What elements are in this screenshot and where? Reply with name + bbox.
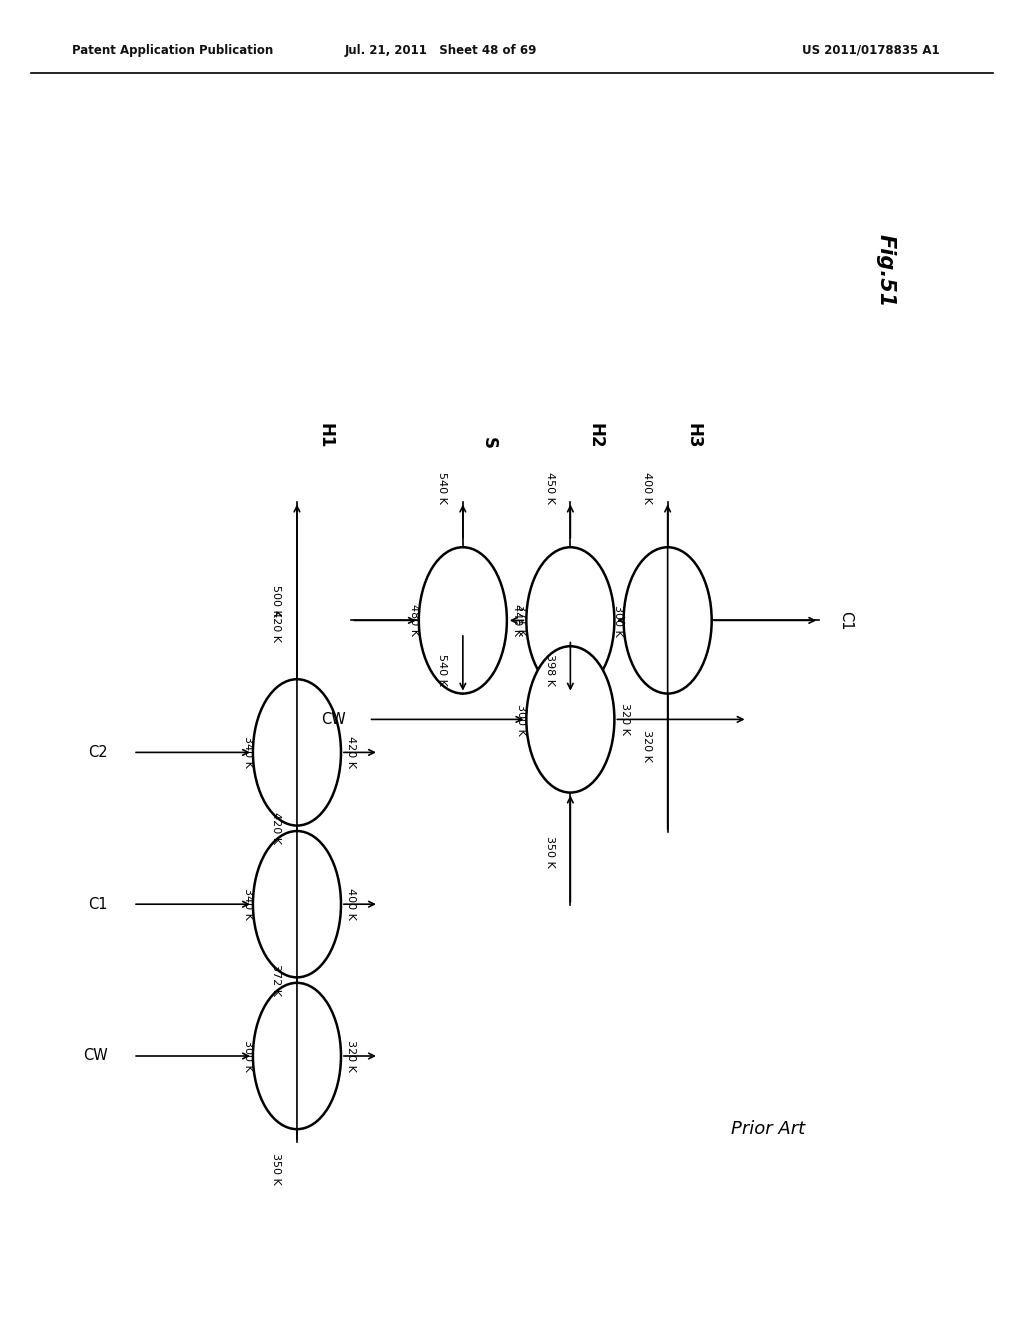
Text: H1: H1: [316, 424, 335, 449]
Text: 450 K: 450 K: [545, 471, 555, 504]
Text: 480 K: 480 K: [409, 605, 419, 636]
Text: Prior Art: Prior Art: [731, 1119, 805, 1138]
Text: 500 K: 500 K: [271, 585, 282, 616]
Text: Patent Application Publication: Patent Application Publication: [72, 44, 273, 57]
Text: 320 K: 320 K: [620, 704, 630, 735]
Text: 350 K: 350 K: [545, 836, 555, 867]
Text: S: S: [479, 437, 498, 449]
Text: 420 K: 420 K: [271, 610, 282, 643]
Text: 300 K: 300 K: [243, 1040, 253, 1072]
Text: 420 K: 420 K: [271, 812, 282, 845]
Text: 350 K: 350 K: [271, 1152, 282, 1184]
Text: 300 K: 300 K: [613, 605, 624, 636]
Ellipse shape: [253, 680, 341, 825]
Text: 540 K: 540 K: [437, 653, 447, 686]
Text: C2: C2: [88, 744, 108, 760]
Ellipse shape: [253, 832, 341, 977]
Text: 300 K: 300 K: [516, 704, 526, 735]
Ellipse shape: [526, 647, 614, 792]
Text: US 2011/0178835 A1: US 2011/0178835 A1: [802, 44, 939, 57]
Text: Jul. 21, 2011   Sheet 48 of 69: Jul. 21, 2011 Sheet 48 of 69: [344, 44, 537, 57]
Text: 398 K: 398 K: [545, 653, 555, 686]
Ellipse shape: [624, 548, 712, 693]
Text: 440 K: 440 K: [512, 605, 522, 636]
Text: CW: CW: [322, 711, 346, 727]
Text: H3: H3: [684, 424, 702, 449]
Text: Fig.51: Fig.51: [876, 234, 896, 308]
Text: 400 K: 400 K: [346, 888, 356, 920]
Text: 320 K: 320 K: [346, 1040, 356, 1072]
Text: 371 K: 371 K: [516, 605, 526, 636]
Text: H2: H2: [587, 424, 605, 449]
Text: 420 K: 420 K: [346, 737, 356, 768]
Text: 320 K: 320 K: [642, 730, 652, 763]
Ellipse shape: [253, 983, 341, 1129]
Text: 340 K: 340 K: [243, 737, 253, 768]
Text: 372 K: 372 K: [271, 964, 282, 997]
Ellipse shape: [526, 548, 614, 693]
Text: 340 K: 340 K: [243, 888, 253, 920]
Text: 540 K: 540 K: [437, 471, 447, 504]
Ellipse shape: [419, 548, 507, 693]
Text: 400 K: 400 K: [642, 471, 652, 504]
Text: C1: C1: [838, 611, 853, 630]
Text: CW: CW: [83, 1048, 108, 1064]
Text: C1: C1: [88, 896, 108, 912]
